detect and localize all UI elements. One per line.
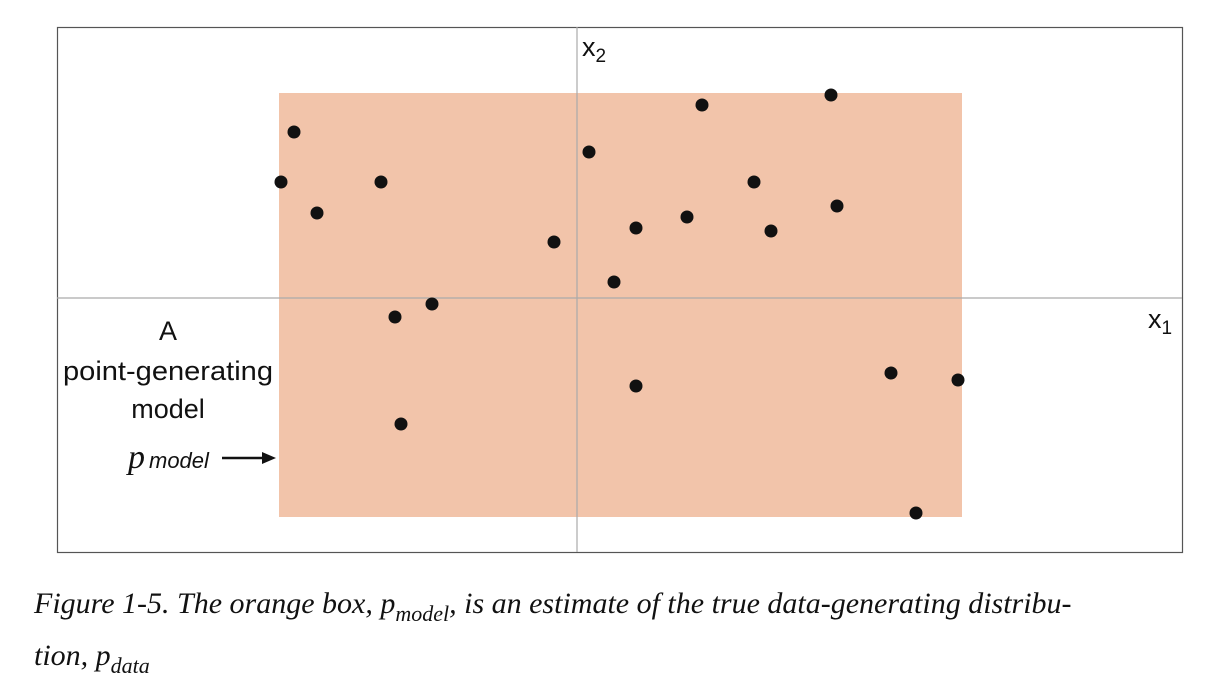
point xyxy=(374,175,388,189)
caption-symbol: pmodel xyxy=(380,587,449,625)
point xyxy=(310,206,324,220)
point xyxy=(629,221,643,235)
point xyxy=(884,366,898,380)
caption-symbol: pdata xyxy=(95,639,150,677)
symbol-sub: model xyxy=(395,601,450,626)
caption-text: Figure 1-5. The orange box, xyxy=(34,587,381,620)
point xyxy=(425,297,439,311)
point xyxy=(388,310,402,324)
frame xyxy=(56,26,1184,554)
x2-label: x2 xyxy=(582,32,606,67)
point xyxy=(629,379,643,393)
box-label-line: point-generating xyxy=(63,356,273,386)
point xyxy=(824,88,838,102)
caption: Figure 1-5. The orange box, pmodel, is a… xyxy=(34,578,1214,682)
point xyxy=(582,145,596,159)
point xyxy=(680,210,694,224)
symbol-base: p xyxy=(126,439,145,476)
point xyxy=(547,235,561,249)
point xyxy=(747,175,761,189)
point xyxy=(830,199,844,213)
x1-sub: 1 xyxy=(1162,318,1173,339)
model-box xyxy=(279,93,962,517)
x1-base: x xyxy=(1148,304,1162,334)
symbol-sub: model xyxy=(149,448,210,473)
caption-text: tion, xyxy=(34,639,96,672)
point xyxy=(394,417,408,431)
symbol-base: p xyxy=(380,587,396,620)
point xyxy=(607,275,621,289)
points xyxy=(274,88,965,520)
caption-text: , is an estimate of the true data-genera… xyxy=(449,587,1072,620)
symbol-sub: data xyxy=(110,653,150,678)
point xyxy=(287,125,301,139)
x2-sub: 2 xyxy=(596,46,607,67)
point xyxy=(764,224,778,238)
box-label-line: model xyxy=(131,394,205,424)
box-symbol: p model xyxy=(126,439,210,476)
point xyxy=(951,373,965,387)
x1-label: x1 xyxy=(1148,304,1172,339)
point xyxy=(274,175,288,189)
point xyxy=(695,98,709,112)
symbol-base: p xyxy=(95,639,111,672)
x2-base: x xyxy=(582,32,596,62)
box-label-line: A xyxy=(159,316,177,346)
arrow-head xyxy=(262,452,276,464)
point xyxy=(909,506,923,520)
